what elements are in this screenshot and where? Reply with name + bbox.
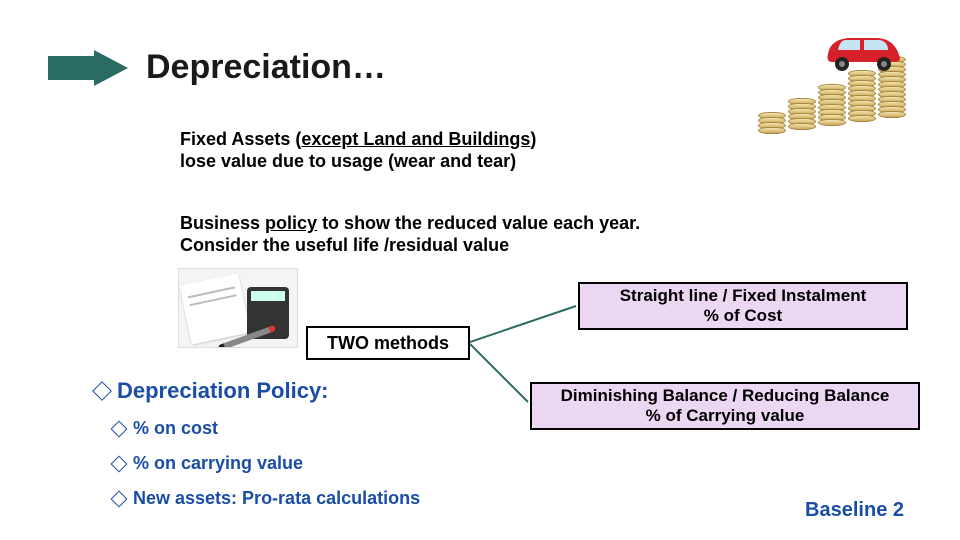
depreciation-policy-heading-text: Depreciation Policy:	[117, 378, 329, 404]
intro-underline-text: except Land and Buildings	[301, 129, 530, 149]
title-row: Depreciation…	[48, 48, 386, 87]
method-diminishing-box: Diminishing Balance / Reducing Balance %…	[530, 382, 920, 430]
method1-line2: % of Cost	[704, 306, 782, 326]
method2-line1: Diminishing Balance / Reducing Balance	[561, 386, 890, 406]
policy-item-text: % on carrying value	[133, 453, 303, 474]
depreciation-policy-heading: Depreciation Policy:	[95, 378, 420, 404]
footer-baseline: Baseline 2	[805, 499, 904, 522]
title-arrow-icon	[48, 50, 128, 86]
intro-line-1: Fixed Assets (except Land and Buildings)	[180, 128, 536, 151]
method1-line1: Straight line / Fixed Instalment	[620, 286, 867, 306]
diamond-bullet-icon	[111, 455, 128, 472]
policy-item: New assets: Pro-rata calculations	[113, 488, 420, 509]
method-straight-line-box: Straight line / Fixed Instalment % of Co…	[578, 282, 908, 330]
policy-item: % on carrying value	[113, 453, 420, 474]
policy-underline-text: policy	[265, 213, 317, 233]
policy-item-text: % on cost	[133, 418, 218, 439]
car-on-coins-image	[758, 24, 918, 144]
connector-to-diminishing	[470, 342, 532, 406]
diamond-bullet-icon	[111, 420, 128, 437]
two-methods-label: TWO methods	[327, 333, 449, 354]
connector-to-straight	[470, 302, 580, 346]
calculator-image	[178, 268, 298, 348]
depreciation-policy-block: Depreciation Policy: % on cost % on carr…	[95, 378, 420, 509]
policy-text: to show the reduced value each year.	[317, 213, 640, 233]
car-icon	[818, 26, 908, 72]
diamond-bullet-icon	[92, 381, 112, 401]
method2-line2: % of Carrying value	[646, 406, 805, 426]
intro-text: Fixed Assets (	[180, 129, 301, 149]
two-methods-box: TWO methods	[306, 326, 470, 360]
policy-note-line-2: Consider the useful life /residual value	[180, 234, 509, 257]
policy-item: % on cost	[113, 418, 420, 439]
diamond-bullet-icon	[111, 490, 128, 507]
intro-line-2: lose value due to usage (wear and tear)	[180, 150, 516, 173]
policy-item-text: New assets: Pro-rata calculations	[133, 488, 420, 509]
intro-text: )	[530, 129, 536, 149]
page-title: Depreciation…	[146, 48, 386, 87]
policy-note-line-1: Business policy to show the reduced valu…	[180, 212, 640, 235]
policy-text: Business	[180, 213, 265, 233]
